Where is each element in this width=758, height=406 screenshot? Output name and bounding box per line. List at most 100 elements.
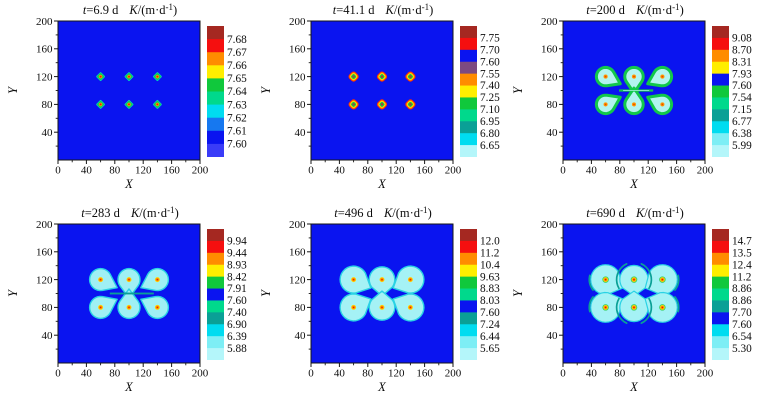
well-dot <box>99 103 102 106</box>
y-tick-label: 120 <box>289 274 306 286</box>
colorbar-label: 7.75 <box>480 33 500 45</box>
well-dot <box>604 306 607 309</box>
well-dot <box>99 278 102 281</box>
colorbar-label: 7.24 <box>480 319 500 331</box>
colorbar-label: 7.55 <box>480 68 500 80</box>
colorbar-label: 8.83 <box>480 283 500 295</box>
center-ridge-core <box>623 90 650 91</box>
colorbar-label: 14.7 <box>732 236 752 248</box>
colorbar-label: 7.68 <box>227 34 247 46</box>
plume-petal <box>646 93 674 116</box>
x-tick-label: 40 <box>586 165 598 177</box>
colorbar-band <box>207 117 224 132</box>
x-tick-label: 0 <box>560 165 566 177</box>
colorbar-label: 7.60 <box>732 80 752 92</box>
colorbar-band <box>712 300 729 313</box>
y-tick-label: 80 <box>547 302 559 314</box>
colorbar-label: 7.60 <box>732 319 752 331</box>
x-axis-label: X <box>377 177 387 191</box>
x-tick-label: 80 <box>614 368 626 380</box>
well-dot <box>409 76 411 78</box>
shear-arc <box>674 274 680 291</box>
colorbar-label: 7.60 <box>227 139 247 151</box>
y-axis-label: Y <box>511 85 525 94</box>
colorbar-band <box>712 26 729 39</box>
colorbar-label: 6.65 <box>480 140 500 152</box>
colorbar-band <box>207 78 224 92</box>
panel-title: t=496 d K/(m·d-1) <box>334 205 431 220</box>
x-tick-label: 0 <box>560 368 566 380</box>
colorbar-band <box>460 288 477 301</box>
colorbar-label: 5.99 <box>732 140 752 152</box>
x-tick-label: 200 <box>445 165 462 177</box>
plume-petal <box>594 93 622 116</box>
colorbar-label: 7.65 <box>227 73 247 85</box>
colorbar-label: 7.40 <box>227 307 247 319</box>
colorbar-band <box>207 252 224 266</box>
y-axis-label: Y <box>259 85 273 94</box>
x-tick-label: 80 <box>614 165 626 177</box>
shear-arc <box>640 262 653 290</box>
colorbar-band <box>460 133 477 146</box>
x-tick-label: 0 <box>308 165 314 177</box>
colorbar-label: 6.44 <box>480 331 500 343</box>
colorbar-band <box>712 133 729 146</box>
plume-layer <box>348 71 416 110</box>
colorbar-label: 7.15 <box>732 104 752 116</box>
colorbar-label: 6.38 <box>732 128 752 140</box>
x-axis-label: X <box>124 177 134 191</box>
panel-title: t=41.1 d K/(m·d-1) <box>333 2 434 17</box>
well-dot <box>661 306 664 309</box>
plume-petal <box>117 288 141 320</box>
y-tick-label: 40 <box>295 330 307 342</box>
y-tick-label: 120 <box>289 71 306 83</box>
well-dot <box>353 103 355 105</box>
x-tick-label: 160 <box>668 368 685 380</box>
y-axis-label: Y <box>6 85 20 94</box>
plume-layer <box>594 65 674 116</box>
panel-svg-4: 0 40 80 120 160 200 200 160 120 80 40 X Yt=283 d K/(m… <box>6 205 247 394</box>
colorbar-label: 5.30 <box>732 343 752 355</box>
colorbar-band <box>460 240 477 254</box>
y-tick-label: 160 <box>289 247 306 259</box>
colorbar-band <box>712 229 729 242</box>
colorbar-band <box>460 324 477 337</box>
shear-arc <box>615 262 628 290</box>
x-tick-label: 120 <box>388 368 405 380</box>
colorbar-band <box>207 276 224 289</box>
colorbar-band <box>207 240 224 254</box>
colorbar-band <box>712 61 729 75</box>
colorbar-label: 6.80 <box>480 128 500 140</box>
x-tick-label: 80 <box>362 165 374 177</box>
plume-petal <box>140 295 170 320</box>
colorbar-label: 8.70 <box>732 45 752 57</box>
y-tick-label: 160 <box>541 247 558 259</box>
colorbar-band <box>460 264 477 278</box>
x-tick-label: 40 <box>81 165 93 177</box>
colorbar-label: 7.60 <box>480 307 500 319</box>
panel-svg-1: 0 40 80 120 160 200 200 160 120 80 40 X Yt=6.9 d K/(m… <box>6 2 247 191</box>
colorbar-label: 8.86 <box>732 283 752 295</box>
colorbar-label: 7.61 <box>227 126 247 138</box>
panel-svg-2: 0 40 80 120 160 200 200 160 120 80 40 X Yt=41.1 d K/(… <box>259 2 500 191</box>
plume-layer <box>339 265 425 322</box>
colorbar-band <box>460 49 477 63</box>
colorbar-band <box>712 49 729 63</box>
well-dot <box>128 278 130 281</box>
colorbar-label: 12.4 <box>732 259 752 271</box>
x-tick-label: 200 <box>192 165 209 177</box>
colorbar-label: 7.62 <box>227 112 247 124</box>
colorbar-band <box>207 264 224 278</box>
colorbar-band <box>712 288 729 301</box>
x-tick-label: 200 <box>697 368 714 380</box>
plume-petal <box>117 267 141 299</box>
colorbar-label: 7.40 <box>480 80 500 92</box>
plume-petal <box>594 65 622 88</box>
well-dot <box>409 278 412 281</box>
y-tick-label: 80 <box>42 99 54 111</box>
plume-layer <box>96 72 162 109</box>
shear-arc <box>674 296 680 313</box>
x-tick-label: 200 <box>445 368 462 380</box>
colorbar-label: 7.64 <box>227 86 247 98</box>
